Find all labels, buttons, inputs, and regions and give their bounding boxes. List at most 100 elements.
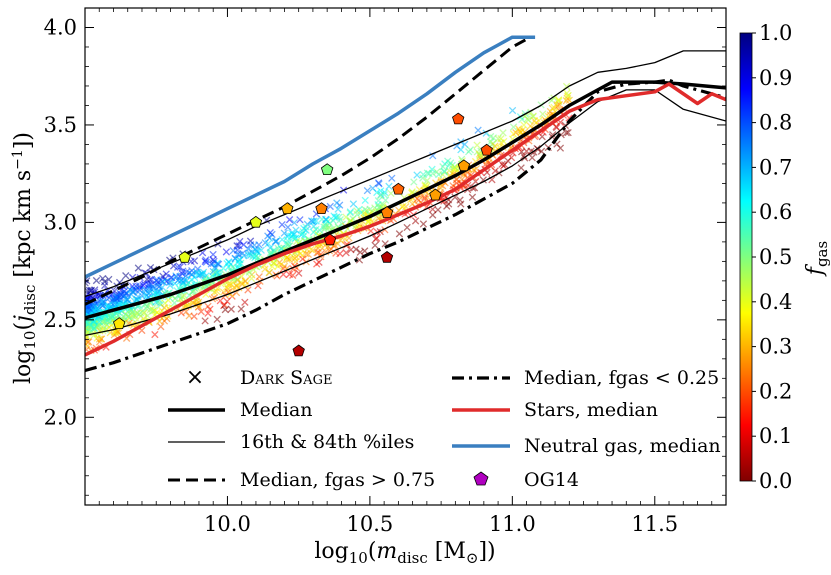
og14-point	[480, 143, 493, 156]
legend-item-median-gas-high: Median, fgas > 0.75	[168, 469, 435, 491]
scatter-point	[289, 234, 298, 242]
scatter-point	[530, 117, 539, 125]
legend-label-dark-sage: Dark Sage	[240, 367, 332, 389]
scatter-point	[421, 193, 429, 201]
scatter-point	[285, 216, 294, 224]
scatter-point	[206, 305, 214, 313]
scatter-point	[143, 275, 151, 284]
scatter-point	[369, 184, 377, 192]
colorbar-tick-label: 0.3	[759, 335, 792, 359]
series-line-neutral-gas-median	[85, 35, 536, 279]
scatter-point	[244, 245, 252, 253]
scatter-point	[374, 179, 383, 187]
scatter-point	[374, 197, 383, 205]
scatter-point	[385, 182, 393, 190]
og14-points	[113, 112, 493, 357]
colorbar	[739, 32, 753, 482]
og14-point	[323, 233, 337, 246]
og14-point	[292, 344, 305, 357]
scatter-point	[347, 246, 355, 254]
scatter-point	[211, 268, 219, 276]
scatter-point	[266, 244, 274, 252]
scatter-point	[179, 267, 187, 275]
x-tick-label: 11.5	[631, 512, 678, 536]
scatter-point	[141, 290, 150, 298]
colorbar-label: fgas	[803, 241, 831, 277]
scatter-point	[101, 281, 109, 290]
scatter-point	[252, 246, 261, 255]
scatter-point	[176, 263, 184, 271]
scatter-point	[549, 131, 557, 139]
y-tick-label: 3.5	[44, 113, 77, 137]
scatter-point	[457, 200, 465, 208]
scatter-point	[221, 306, 229, 314]
scatter-point	[214, 260, 222, 268]
scatter-point	[160, 304, 168, 312]
legend-marker-pentagon	[473, 471, 489, 486]
scatter-point	[564, 128, 572, 137]
scatter-point	[193, 268, 201, 277]
scatter-point	[108, 313, 117, 321]
x-tick-label: 10.5	[347, 512, 394, 536]
scatter-point	[85, 307, 91, 316]
scatter-point	[367, 227, 375, 235]
scatter-point	[223, 259, 231, 268]
scatter-point	[353, 207, 361, 215]
x-axis-label: log10(mdisc [M⊙])	[314, 539, 495, 567]
legend-item-gas: Neutral gas, median	[452, 435, 721, 457]
scatter-point	[188, 270, 196, 279]
scatter-point	[520, 152, 528, 160]
y-tick-label: 4.0	[44, 15, 77, 39]
scatter-point	[234, 258, 242, 266]
scatter-point	[473, 141, 481, 149]
scatter-point	[85, 338, 93, 346]
colorbar-tick-label: 1.0	[759, 21, 792, 45]
legend-label-median-gas-high: Median, fgas > 0.75	[240, 469, 435, 491]
scatter-point	[450, 165, 458, 173]
scatter-point	[322, 216, 330, 224]
colorbar-ticks: 0.0 0.1 0.2 0.3 0.4 0.5 0.6 0.7 0.8 0.9 1.0	[752, 21, 792, 493]
legend: × Dark Sage Median 16th & 84th %iles Med…	[168, 365, 721, 491]
scatter-point	[284, 237, 292, 245]
og14-point	[315, 202, 328, 215]
scatter-point	[356, 248, 364, 256]
scatter-point	[190, 312, 198, 320]
series-line-median	[85, 80, 726, 320]
scatter-point	[450, 163, 459, 171]
scatter-point	[349, 200, 358, 208]
scatter-point	[439, 163, 447, 171]
scatter-point	[564, 91, 572, 100]
scatter-point	[285, 255, 294, 264]
svg-text:log10(jdisc [kpc km s−1]): log10(jdisc [kpc km s−1])	[10, 132, 39, 384]
scatter-point	[451, 193, 459, 201]
scatter-point	[539, 110, 547, 118]
colorbar-tick-label: 0.7	[759, 155, 792, 179]
legend-label-median-gas-low: Median, fgas < 0.25	[524, 367, 719, 389]
scatter-point	[85, 326, 93, 334]
scatter-point	[515, 127, 524, 135]
scatter-point	[419, 170, 427, 179]
scatter-point	[290, 219, 298, 227]
scatter-point	[326, 202, 334, 211]
scatter-point	[497, 135, 505, 143]
scatter-point	[197, 308, 205, 316]
scatter-point	[222, 248, 231, 256]
scatter-point	[465, 148, 473, 156]
scatter-point	[254, 282, 262, 290]
og14-point	[178, 251, 191, 263]
scatter-point	[268, 262, 276, 271]
scatter-point	[213, 315, 221, 323]
scatter-point	[375, 203, 383, 211]
scatter-point	[167, 278, 175, 286]
scatter-point	[304, 250, 313, 259]
scatter-point	[361, 206, 369, 214]
colorbar-tick-label: 0.9	[759, 66, 792, 90]
scatter-point	[132, 282, 140, 290]
scatter-point	[174, 276, 182, 285]
scatter-point	[164, 296, 172, 304]
legend-item-og14: OG14	[473, 469, 579, 491]
scatter-point	[104, 303, 112, 311]
scatter-point	[361, 196, 369, 205]
scatter-point	[244, 286, 252, 294]
